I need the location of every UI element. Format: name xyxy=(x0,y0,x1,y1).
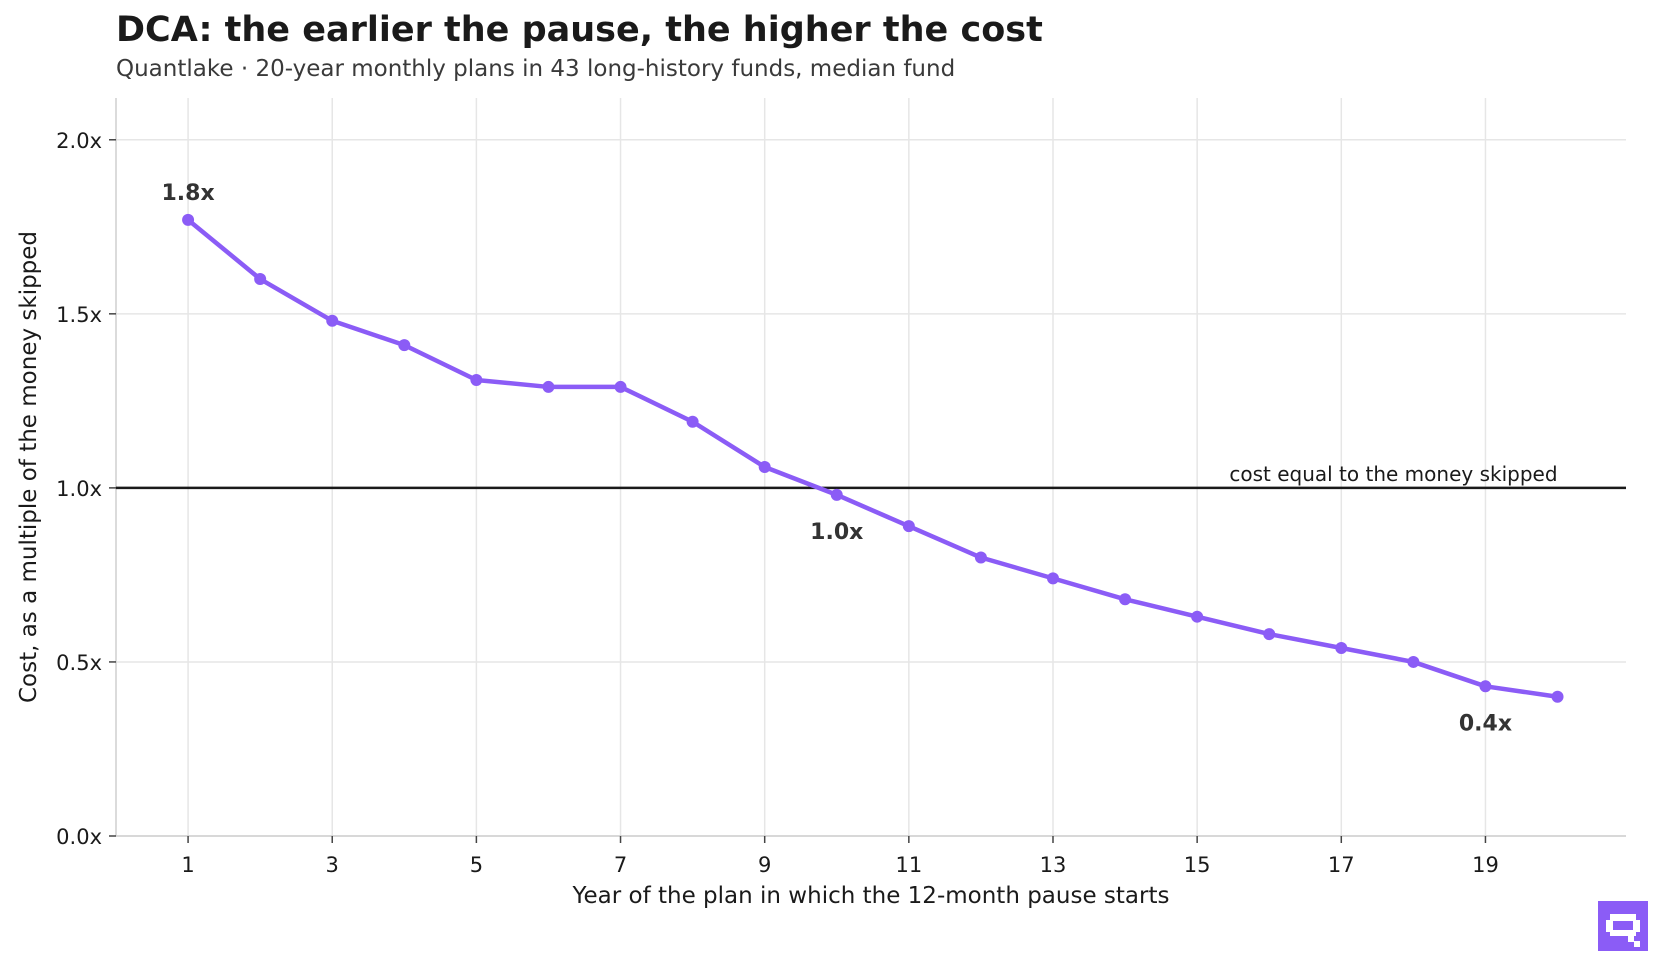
y-tick-label: 1.5x xyxy=(56,303,102,327)
x-tick-label: 11 xyxy=(895,853,922,877)
x-tick-label: 9 xyxy=(758,853,771,877)
data-point xyxy=(1407,655,1420,668)
x-tick-label: 1 xyxy=(181,853,194,877)
data-point xyxy=(614,380,627,393)
x-axis-label: Year of the plan in which the 12-month p… xyxy=(572,883,1170,909)
data-point xyxy=(1479,680,1492,693)
data-point xyxy=(254,273,267,286)
data-label: 0.4x xyxy=(1459,711,1512,736)
x-tick-label: 17 xyxy=(1328,853,1355,877)
logo-glyph xyxy=(1606,914,1640,947)
data-point xyxy=(758,461,771,473)
x-tick-label: 13 xyxy=(1040,853,1067,877)
data-point xyxy=(398,339,411,352)
y-axis-label: Cost, as a multiple of the money skipped xyxy=(16,231,42,703)
data-point xyxy=(326,314,339,327)
data-point xyxy=(1335,642,1348,655)
data-point xyxy=(1119,593,1132,606)
quantlake-logo-icon xyxy=(1598,901,1648,951)
y-tick-label: 0.0x xyxy=(56,825,102,849)
data-point xyxy=(686,415,699,428)
data-point xyxy=(542,380,555,393)
x-tick-label: 3 xyxy=(326,853,339,877)
y-tick-label: 0.5x xyxy=(56,651,102,675)
data-point xyxy=(182,213,195,226)
data-point xyxy=(974,551,987,564)
y-tick-label: 1.0x xyxy=(56,477,102,501)
x-tick-label: 5 xyxy=(470,853,483,877)
y-tick-label: 2.0x xyxy=(56,129,102,153)
reference-line-label: cost equal to the money skipped xyxy=(1229,462,1557,486)
x-tick-label: 7 xyxy=(614,853,627,877)
data-point xyxy=(1191,610,1204,623)
data-point xyxy=(1551,690,1564,703)
data-point xyxy=(1263,628,1276,641)
data-point xyxy=(830,488,843,501)
data-point xyxy=(1046,572,1059,585)
x-tick-label: 19 xyxy=(1472,853,1499,877)
data-label: 1.8x xyxy=(161,181,214,206)
data-point xyxy=(470,373,483,386)
data-label: 1.0x xyxy=(810,520,863,545)
x-tick-label: 15 xyxy=(1184,853,1211,877)
series-line xyxy=(185,217,1560,700)
chart-subtitle: Quantlake · 20-year monthly plans in 43 … xyxy=(116,56,956,82)
chart-title: DCA: the earlier the pause, the higher t… xyxy=(116,10,1043,50)
data-point xyxy=(902,520,915,533)
